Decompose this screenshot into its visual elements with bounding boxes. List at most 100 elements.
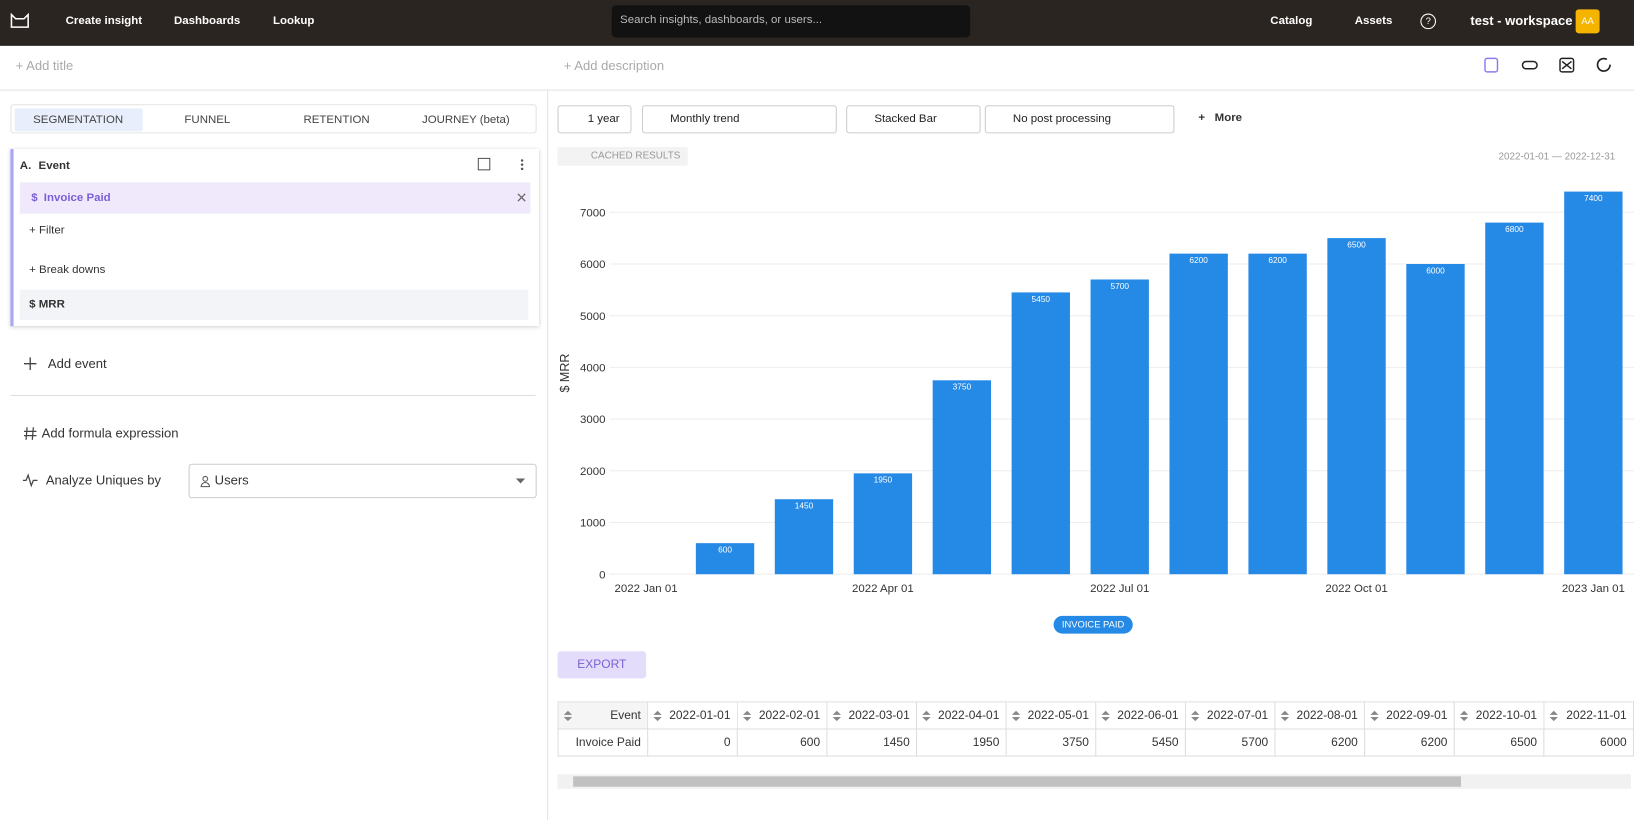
scrollbar[interactable] [557,774,1631,789]
sort-icon[interactable] [563,710,573,722]
value-label: 6200 [1189,255,1208,265]
table-cell: Invoice Paid [557,728,649,757]
range-select[interactable]: 1 year [557,105,632,134]
menu-dot[interactable] [520,159,524,162]
cached-badge: CACHED RESULTS [557,146,688,166]
nav-link[interactable]: Create insight [65,14,143,28]
y-tick-label: 1000 [580,518,605,530]
search-box[interactable]: Search insights, dashboards, or users... [611,5,971,38]
date-range: 2022-01-01 — 2022-12-31 [1498,151,1616,163]
column-header: 2022-07-01 [1184,701,1276,730]
sort-icon[interactable] [1370,710,1379,722]
sort-icon[interactable] [1459,710,1469,722]
nav-link[interactable]: Lookup [273,14,315,28]
tabs: SEGMENTATION FUNNEL RETENTION JOURNEY (b… [10,104,537,134]
table-cell: 0 [647,728,738,757]
tab[interactable]: RETENTION [303,113,370,127]
workspace-name[interactable]: test - workspace [1470,13,1573,29]
add-formula[interactable]: Add formula expression [41,426,179,441]
trend: Monthly trend [670,112,740,126]
avatar[interactable]: AA [1575,9,1600,34]
more-button[interactable]: + More [1198,111,1243,125]
value-label: 600 [718,545,732,555]
sort-icon[interactable] [1191,710,1200,722]
column-header: 2022-09-01 [1364,701,1455,730]
range: 1 year [587,112,620,126]
save-icon[interactable] [1484,57,1499,73]
sort-icon[interactable] [653,710,662,722]
chart: 0 1000 2000 3000 4000 5000 6000 7000 $ MRR 2022 J… [558,191,1634,595]
sort-icon[interactable] [743,710,752,722]
uniques-select[interactable]: Users [188,463,537,499]
post-select[interactable]: No post processing [984,105,1175,134]
y-axis-label: $ MRR [558,354,572,393]
add-filter[interactable]: + Filter [29,224,65,237]
analyze-label: Analyze Uniques by [45,473,161,488]
value-label: 6800 [1505,224,1524,234]
pulse-icon [22,473,38,488]
add-icon[interactable] [477,157,491,171]
y-tick-label: 4000 [580,363,605,375]
refresh-icon[interactable] [1596,57,1611,72]
column-header: Event [557,701,649,730]
nav-link[interactable]: Catalog [1270,14,1313,28]
value-label: 5700 [1110,281,1129,291]
event-name: Invoice Paid [43,191,111,205]
column-header: 2022-08-01 [1274,701,1366,730]
bar [1011,292,1070,575]
trend-select[interactable]: Monthly trend [641,105,837,134]
more-label: More [1214,111,1243,125]
column-header: 2022-06-01 [1095,701,1186,730]
event-symbol: $ [31,191,38,205]
bar [1406,263,1465,575]
sort-icon[interactable] [1101,710,1110,722]
table-cell: 5450 [1095,728,1186,757]
close-icon-x [1561,60,1572,70]
help-button[interactable]: ? [1420,13,1437,30]
add-event[interactable]: Add event [47,356,107,371]
chart-type-select[interactable]: Stacked Bar [846,105,981,134]
sort-icon[interactable] [832,710,841,722]
table-cell: 6200 [1364,728,1455,757]
top-nav: Create insight Dashboards Lookup Search … [0,0,1634,46]
logo[interactable] [9,10,30,31]
sort-icon[interactable] [1011,710,1021,722]
table-cell: 600 [736,728,828,757]
tab[interactable]: SEGMENTATION [33,113,124,127]
close-icon[interactable] [1559,57,1575,73]
bar [1564,191,1623,575]
bar [1485,222,1544,575]
scroll-thumb[interactable] [573,776,1462,787]
export-button[interactable]: EXPORT [557,651,647,679]
column-header: 2022-04-01 [915,701,1007,730]
x-tick-label: 2022 Jul 01 [1090,583,1149,595]
x-tick-label: 2022 Apr 01 [852,583,914,595]
remove-icon[interactable] [517,193,526,202]
nav-link[interactable]: Dashboards [174,14,241,28]
sort-icon[interactable] [1280,710,1290,722]
measure-row[interactable]: $ MRR [19,289,529,320]
bar [932,380,992,575]
y-tick-label: 2000 [580,466,605,478]
sort-icon[interactable] [1549,710,1558,722]
x-tick-label: 2023 Jan 01 [1562,583,1625,595]
data-table: Event 2022-01-01 2022-02-01 2022-03-01 2022-… [557,701,1634,757]
nav-link[interactable]: Assets [1354,14,1393,28]
add-description[interactable]: + Add description [563,58,665,73]
column-header: 2022-10-01 [1453,701,1545,730]
add-title[interactable]: + Add title [15,58,74,73]
event-row[interactable]: $ Invoice Paid [19,182,531,214]
sort-icon[interactable] [922,710,931,722]
table-wrap: Event 2022-01-01 2022-02-01 2022-03-01 2022-… [557,701,1634,759]
tab[interactable]: JOURNEY (beta) [421,113,510,127]
value-label: 1450 [795,501,814,511]
add-breakdowns[interactable]: + Break downs [29,263,106,277]
card-actions [477,157,524,171]
tab[interactable]: FUNNEL [184,113,231,127]
link-icon[interactable] [1521,60,1538,70]
column-header: 2022-05-01 [1005,701,1097,730]
bar [853,473,913,575]
legend-item[interactable]: INVOICE PAID [1053,615,1133,634]
table-cell: 6000 [1543,728,1634,757]
